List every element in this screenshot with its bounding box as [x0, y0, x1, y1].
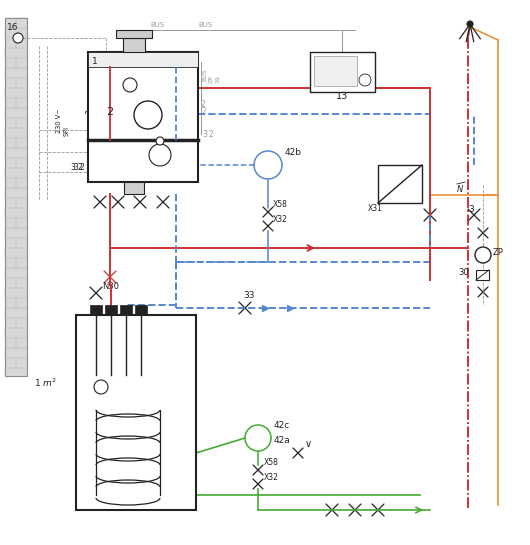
Text: 2: 2 — [79, 163, 84, 172]
Bar — [105, 305, 117, 315]
Text: SPI: SPI — [64, 126, 70, 136]
Bar — [76, 315, 196, 510]
Text: 33: 33 — [243, 291, 254, 300]
Text: ZP: ZP — [209, 75, 214, 83]
Text: X32: X32 — [264, 473, 279, 482]
Text: 1 $m^2$: 1 $m^2$ — [34, 377, 57, 389]
Circle shape — [245, 425, 271, 451]
Text: BUS: BUS — [198, 22, 212, 28]
Bar — [124, 182, 144, 194]
Text: N: N — [457, 185, 463, 194]
Text: 19: 19 — [215, 75, 220, 83]
Circle shape — [94, 380, 108, 394]
Bar — [310, 52, 375, 92]
Bar — [88, 52, 198, 67]
Text: X32: X32 — [273, 215, 288, 224]
Text: 1: 1 — [92, 57, 98, 66]
Text: N30: N30 — [102, 282, 119, 291]
Text: SP1: SP1 — [109, 382, 123, 391]
Bar — [116, 30, 152, 38]
Circle shape — [467, 21, 473, 27]
Text: 3: 3 — [85, 109, 94, 114]
Text: BUS: BUS — [150, 22, 164, 28]
Bar — [314, 56, 357, 86]
Text: $\vee$: $\vee$ — [304, 439, 312, 449]
Circle shape — [475, 247, 491, 263]
Bar — [90, 305, 102, 315]
Text: 3: 3 — [70, 163, 75, 172]
Text: 42b: 42b — [285, 148, 302, 157]
Text: X31: X31 — [368, 204, 383, 213]
Bar — [123, 38, 145, 52]
Text: 13: 13 — [336, 91, 348, 101]
Circle shape — [254, 151, 282, 179]
Bar — [135, 305, 147, 315]
Text: 3: 3 — [73, 163, 78, 172]
Bar — [120, 305, 132, 315]
Text: 2: 2 — [77, 163, 82, 172]
Text: 16: 16 — [7, 23, 19, 32]
Text: X58: X58 — [264, 458, 279, 467]
Text: 5: 5 — [174, 319, 182, 332]
Bar — [378, 165, 422, 203]
Text: X58: X58 — [273, 200, 288, 209]
Text: 42c: 42c — [274, 421, 290, 430]
Text: 2: 2 — [209, 130, 214, 139]
Text: ZP: ZP — [493, 248, 504, 257]
Bar — [476, 270, 489, 280]
Text: 2: 2 — [106, 107, 113, 117]
Circle shape — [123, 78, 137, 92]
Text: 2: 2 — [201, 100, 206, 109]
Text: 2: 2 — [202, 107, 207, 116]
Text: 3: 3 — [202, 130, 207, 139]
Circle shape — [149, 144, 171, 166]
Circle shape — [359, 74, 371, 86]
Text: BUS: BUS — [202, 68, 207, 81]
Text: 3: 3 — [468, 205, 474, 214]
Circle shape — [134, 101, 162, 129]
Text: 30: 30 — [458, 268, 469, 277]
Text: 230 V~: 230 V~ — [56, 108, 62, 133]
Circle shape — [156, 137, 164, 145]
Text: 42a: 42a — [274, 436, 291, 445]
Bar — [5, 18, 27, 376]
Circle shape — [13, 33, 23, 43]
Bar — [88, 52, 198, 182]
